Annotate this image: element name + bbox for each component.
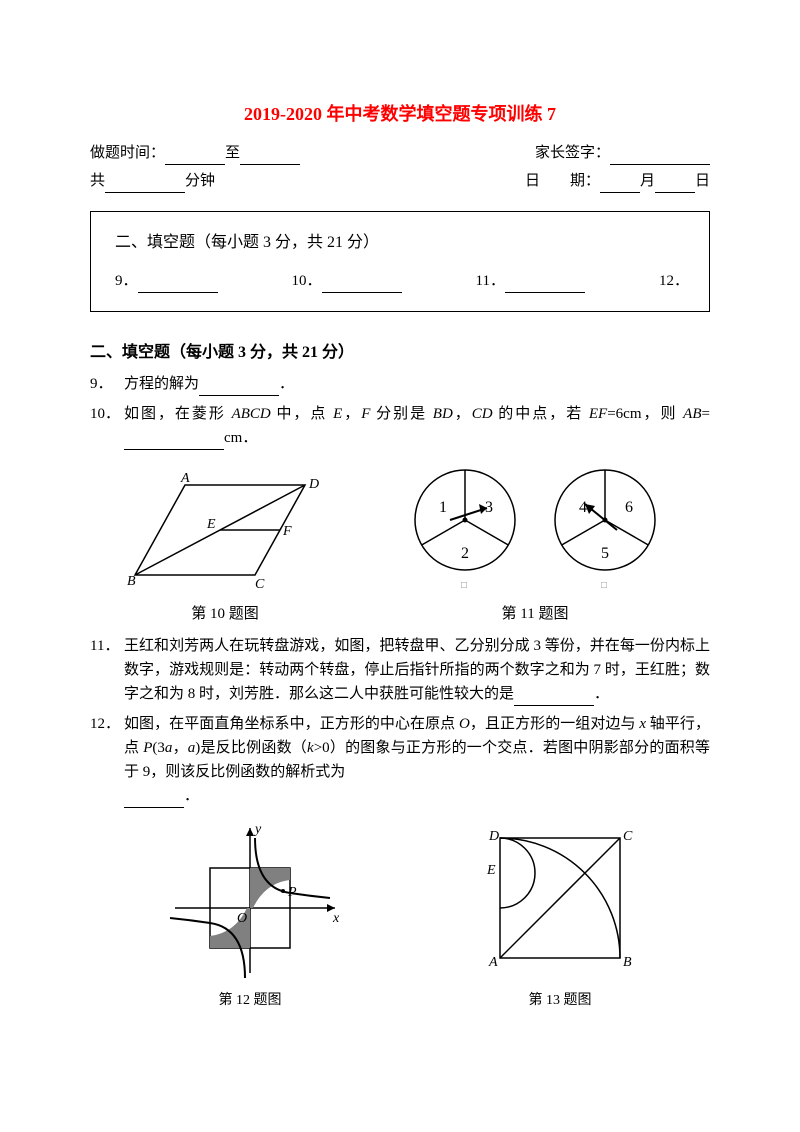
svg-text:6: 6 <box>625 499 633 516</box>
svg-text:E: E <box>486 863 496 878</box>
qtext-12: 如图，在平面直角坐标系中，正方形的中心在原点 O，且正方形的一组对边与 x 轴平… <box>124 712 710 808</box>
svg-text:A: A <box>488 955 498 970</box>
svg-text:1: 1 <box>439 499 447 516</box>
question-12: 12． 如图，在平面直角坐标系中，正方形的中心在原点 O，且正方形的一组对边与 … <box>90 712 710 808</box>
rhombus-svg: A D B C E F <box>125 470 325 590</box>
question-10: 10． 如图，在菱形 ABCD 中，点 E，F 分别是 BD，CD 的中点，若 … <box>90 402 710 450</box>
answer-10: 10． <box>292 269 402 293</box>
date-label: 日 期：月日 <box>525 169 710 193</box>
spinners-svg: 1 3 2 □ 4 6 5 □ <box>395 460 675 590</box>
svg-text:B: B <box>127 574 136 589</box>
sign-label: 家长签字： <box>535 141 710 165</box>
qtext-9: 方程的解为． <box>124 372 710 396</box>
meta-row-2: 共分钟 日 期：月日 <box>90 169 710 193</box>
answer-box: 二、填空题（每小题 3 分，共 21 分） 9． 10． 11． 12． <box>90 211 710 313</box>
svg-text:C: C <box>255 577 265 590</box>
qnum-12: 12． <box>90 712 124 808</box>
meta-row-1: 做题时间：至 家长签字： <box>90 141 710 165</box>
qtext-10: 如图，在菱形 ABCD 中，点 E，F 分别是 BD，CD 的中点，若 EF=6… <box>124 402 710 450</box>
time-label: 做题时间：至 <box>90 141 300 165</box>
figure-13: D C A B E 第 13 题图 <box>475 818 645 1012</box>
caption-13: 第 13 题图 <box>475 990 645 1012</box>
figure-11: 1 3 2 □ 4 6 5 □ <box>395 460 675 598</box>
qnum-9: 9． <box>90 372 124 396</box>
svg-text:D: D <box>308 477 319 492</box>
minutes-label: 共分钟 <box>90 169 215 193</box>
svg-text:x: x <box>332 911 340 926</box>
caption-12: 第 12 题图 <box>155 990 345 1012</box>
question-11: 11． 王红和刘芳两人在玩转盘游戏，如图，把转盘甲、乙分别分成 3 等份，并在每… <box>90 634 710 706</box>
answer-section-title: 二、填空题（每小题 3 分，共 21 分） <box>115 230 689 256</box>
answer-row: 9． 10． 11． 12． <box>115 269 689 293</box>
question-9: 9． 方程的解为． <box>90 372 710 396</box>
svg-text:5: 5 <box>601 545 609 562</box>
figure-10: A D B C E F <box>125 470 325 598</box>
svg-text:A: A <box>180 471 190 486</box>
svg-text:F: F <box>282 524 292 539</box>
svg-text:C: C <box>623 829 633 844</box>
fig13-svg: D C A B E <box>475 818 645 978</box>
svg-text:E: E <box>206 517 216 532</box>
answer-9: 9． <box>115 269 218 293</box>
page-title: 2019-2020 年中考数学填空题专项训练 7 <box>90 100 710 129</box>
svg-text:D: D <box>488 829 499 844</box>
answer-12: 12． <box>659 269 689 293</box>
caption-10: 第 10 题图 <box>125 602 325 626</box>
svg-text:□: □ <box>601 580 607 590</box>
svg-text:□: □ <box>461 580 467 590</box>
qnum-11: 11． <box>90 634 124 706</box>
svg-text:B: B <box>623 955 632 970</box>
section-title: 二、填空题（每小题 3 分，共 21 分） <box>90 340 710 366</box>
svg-text:y: y <box>253 822 262 837</box>
svg-text:4: 4 <box>579 499 587 516</box>
figures-row-1: A D B C E F 1 3 2 □ 4 6 <box>90 460 710 598</box>
answer-11: 11． <box>476 269 585 293</box>
svg-text:P: P <box>287 885 297 900</box>
figure-12: P O x y 第 12 题图 <box>155 818 345 1012</box>
qtext-11: 王红和刘芳两人在玩转盘游戏，如图，把转盘甲、乙分别分成 3 等份，并在每一份内标… <box>124 634 710 706</box>
figures-row-2: P O x y 第 12 题图 D C A B E 第 13 题图 <box>90 818 710 1012</box>
qnum-10: 10． <box>90 402 124 450</box>
svg-text:O: O <box>237 911 247 926</box>
caption-row-1: 第 10 题图 第 11 题图 <box>90 602 710 626</box>
svg-text:2: 2 <box>461 545 469 562</box>
caption-11: 第 11 题图 <box>395 602 675 626</box>
fig12-svg: P O x y <box>155 818 345 978</box>
